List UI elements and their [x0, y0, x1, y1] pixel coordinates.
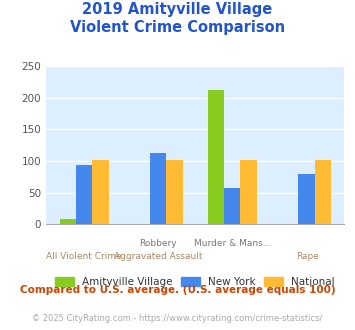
Bar — [240, 160, 257, 224]
Legend: Amityville Village, New York, National: Amityville Village, New York, National — [55, 277, 335, 287]
Bar — [208, 90, 224, 224]
Text: 2019 Amityville Village: 2019 Amityville Village — [82, 2, 273, 16]
Text: Rape: Rape — [296, 252, 318, 261]
Text: © 2025 CityRating.com - https://www.cityrating.com/crime-statistics/: © 2025 CityRating.com - https://www.city… — [32, 314, 323, 323]
Bar — [315, 160, 331, 224]
Text: Violent Crime Comparison: Violent Crime Comparison — [70, 20, 285, 35]
Text: Compared to U.S. average. (U.S. average equals 100): Compared to U.S. average. (U.S. average … — [20, 285, 335, 295]
Bar — [92, 160, 109, 224]
Text: Aggravated Assault: Aggravated Assault — [114, 252, 202, 261]
Bar — [150, 153, 166, 224]
Bar — [224, 188, 240, 224]
Bar — [166, 160, 183, 224]
Text: Robbery: Robbery — [139, 239, 177, 248]
Bar — [298, 174, 315, 224]
Text: All Violent Crime: All Violent Crime — [45, 252, 121, 261]
Bar — [76, 165, 92, 224]
Bar — [60, 219, 76, 224]
Text: Murder & Mans...: Murder & Mans... — [194, 239, 271, 248]
